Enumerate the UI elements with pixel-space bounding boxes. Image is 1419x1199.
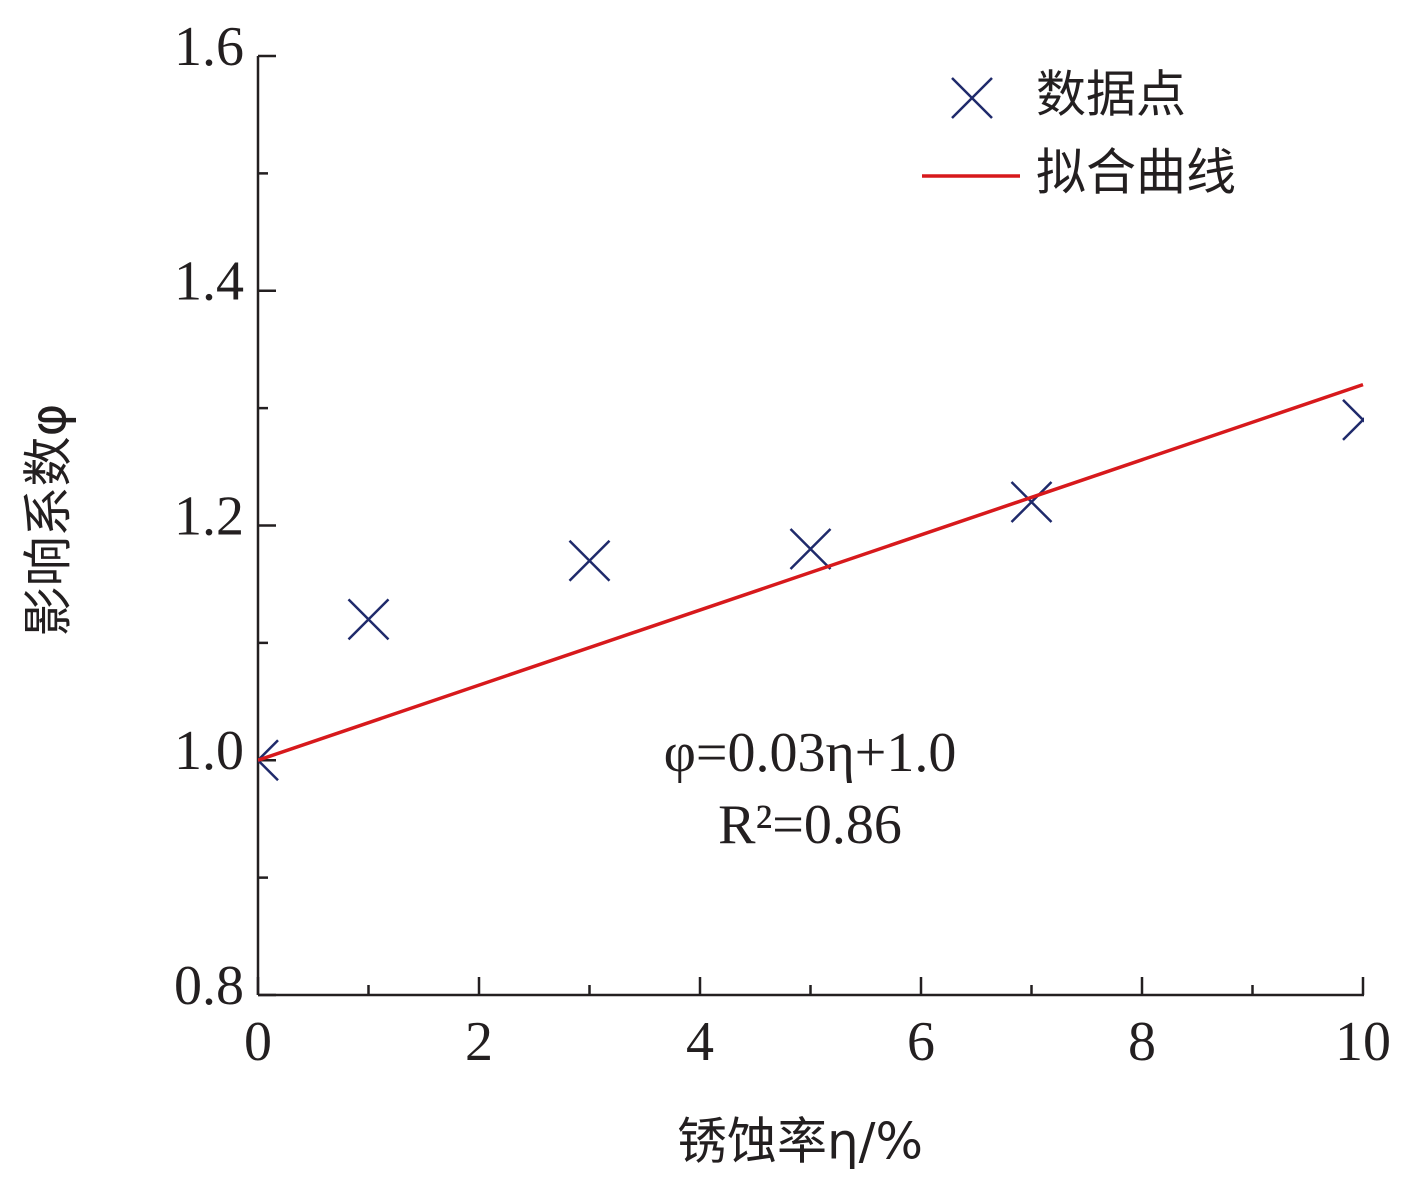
- y-tick-label: 1.2: [174, 485, 244, 547]
- x-tick-label: 2: [465, 1011, 493, 1073]
- x-tick-label: 8: [1128, 1011, 1156, 1073]
- y-tick-label: 1.0: [174, 720, 244, 782]
- y-tick-label: 1.4: [174, 251, 244, 313]
- data-point: [568, 539, 611, 582]
- data-point: [258, 739, 279, 782]
- fit-line: [258, 382, 1364, 762]
- x-tick-label: 10: [1335, 1011, 1391, 1073]
- legend-label: 拟合曲线: [1036, 144, 1236, 202]
- y-axis-label: 影响系数φ: [20, 404, 78, 637]
- data-point: [1010, 481, 1053, 523]
- data-point: [347, 598, 390, 641]
- x-tick-label: 6: [907, 1011, 935, 1073]
- legend-marker: [951, 77, 993, 119]
- annotation: R²=0.86: [718, 794, 902, 856]
- x-tick-label: 4: [686, 1011, 714, 1073]
- x-tick-label: 0: [244, 1011, 272, 1073]
- legend-label: 数据点: [1036, 66, 1186, 124]
- data-point: [789, 528, 832, 570]
- data-point: [1342, 398, 1364, 441]
- plot-area: [258, 382, 1364, 782]
- x-axis-label: 锈蚀率η/%: [677, 1113, 923, 1171]
- y-tick-label: 1.6: [174, 16, 244, 78]
- annotation: φ=0.03η+1.0: [664, 722, 957, 784]
- y-tick-label: 0.8: [174, 955, 244, 1017]
